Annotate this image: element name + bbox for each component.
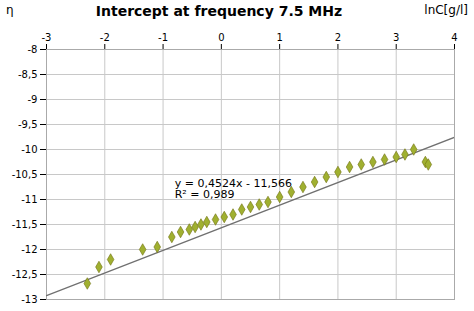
svg-text:-2: -2	[100, 32, 110, 43]
svg-text:y = 0,4524x - 11,566R² = 0,989: y = 0,4524x - 11,566R² = 0,989	[175, 177, 292, 201]
svg-text:-8,5: -8,5	[18, 69, 38, 80]
svg-text:0: 0	[218, 32, 224, 43]
svg-text:3: 3	[393, 32, 399, 43]
html-text:Intercept at frequency 7.5 MHz: Intercept at frequency 7.5 MHz	[95, 3, 343, 19]
svg-text:-12,5: -12,5	[12, 269, 38, 280]
svg-text:-3: -3	[42, 32, 52, 43]
svg-text:-1: -1	[158, 32, 168, 43]
svg-text:-8: -8	[28, 44, 38, 55]
svg-text:1: 1	[276, 32, 282, 43]
svg-text:-11: -11	[21, 194, 37, 205]
svg-text:2: 2	[335, 32, 341, 43]
html-text:η: η	[6, 3, 14, 17]
svg-text:-11,5: -11,5	[12, 219, 38, 230]
svg-text:-13: -13	[21, 294, 37, 305]
svg-text:-12: -12	[21, 244, 37, 255]
svg-text:-10: -10	[21, 144, 37, 155]
svg-text:-9,5: -9,5	[18, 119, 38, 130]
html-text:lnC[g/l]: lnC[g/l]	[424, 3, 468, 17]
svg-text:-9: -9	[28, 94, 38, 105]
svg-text:4: 4	[451, 32, 457, 43]
svg-text:-10,5: -10,5	[12, 169, 38, 180]
